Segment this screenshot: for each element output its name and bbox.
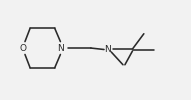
Text: N: N — [104, 45, 111, 54]
Text: N: N — [57, 44, 64, 52]
Text: O: O — [19, 44, 27, 52]
